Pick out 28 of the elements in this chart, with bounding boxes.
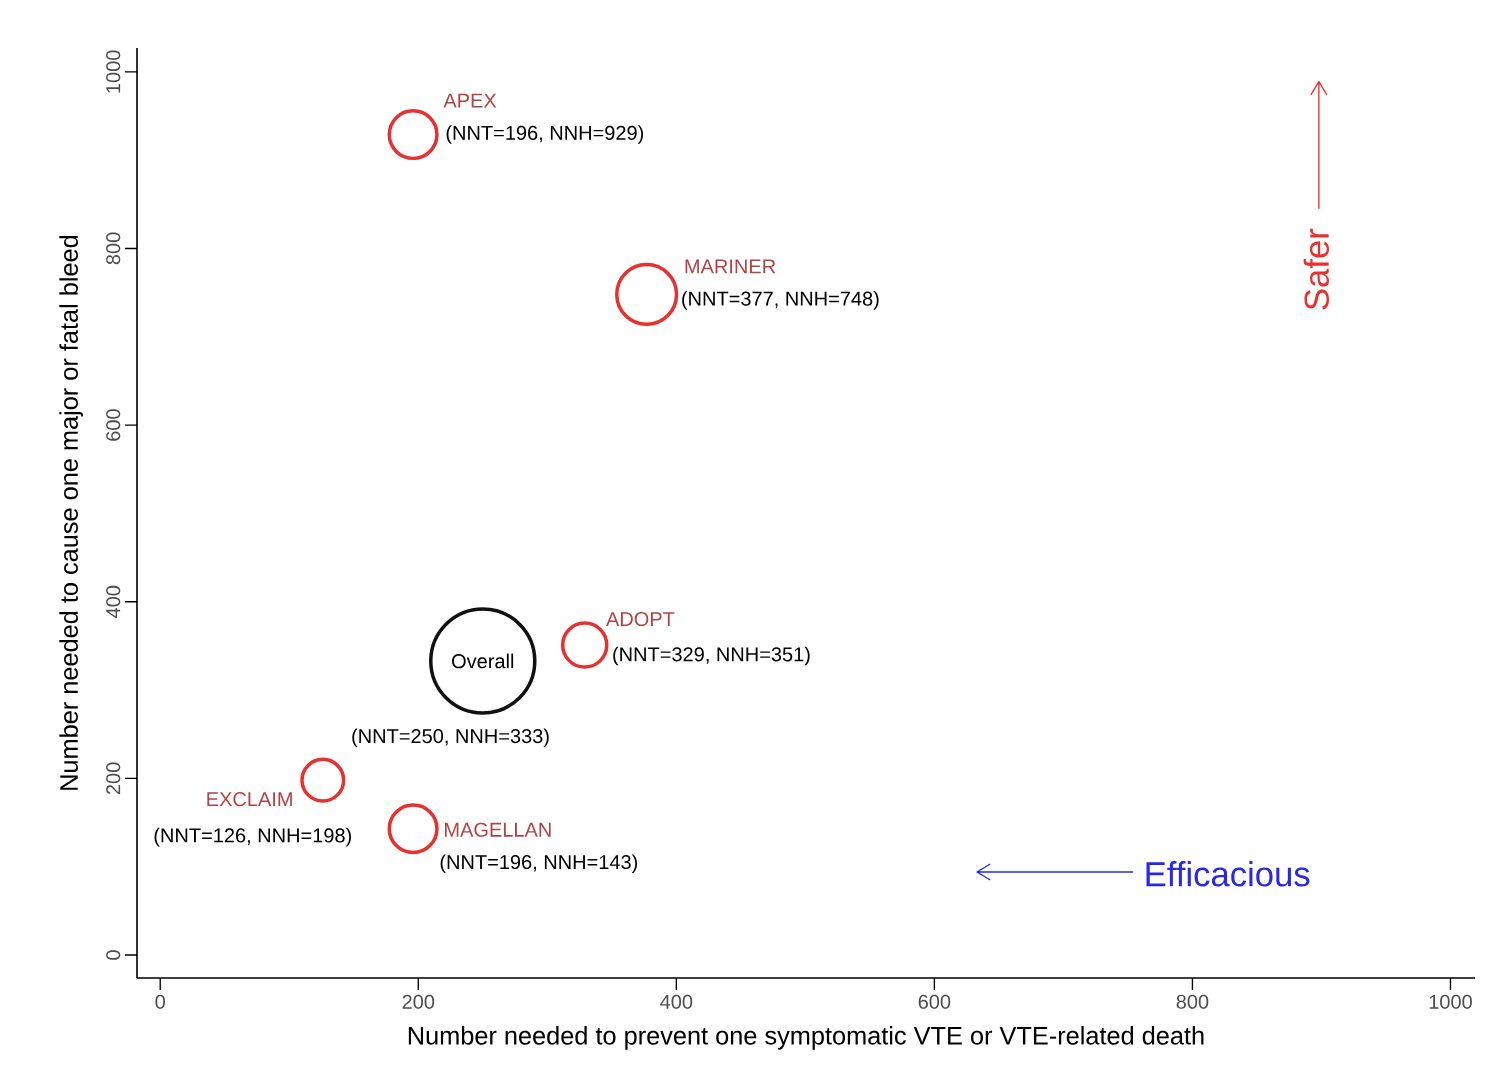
- y-axis-title: Number needed to cause one major or fatal bleed: [59, 235, 83, 790]
- x-tick-label: 400: [660, 994, 693, 1009]
- annotation: EXCLAIM: [207, 792, 292, 807]
- x-tick-label: 600: [918, 994, 951, 1009]
- y-tick-label: 1000: [106, 50, 121, 93]
- y-tick-label: 0: [106, 950, 121, 960]
- x-tick-label: 1000: [1429, 994, 1472, 1009]
- annotation: MAGELLAN: [445, 822, 551, 837]
- annotation: (NNT=329, NNH=351): [613, 646, 810, 666]
- legend-label: Overall: [452, 653, 514, 669]
- annotation: (NNT=196, NNH=143): [440, 854, 638, 874]
- annotation: ADOPT: [606, 611, 675, 627]
- annotation: (NNT=126, NNH=198): [154, 827, 351, 847]
- y-tick-label: 200: [106, 762, 121, 795]
- annotation: MARINER: [685, 259, 776, 274]
- annotation: (NNT=196, NNH=929): [446, 125, 644, 144]
- y-tick-label: 800: [106, 232, 121, 265]
- annotation: (NNT=377, NNH=748): [682, 291, 879, 310]
- x-tick-label: 200: [402, 994, 435, 1009]
- x-axis-title: Number needed to prevent one symptomatic VTE or VTE-related death: [408, 1026, 1204, 1050]
- x-tick-label: 800: [1176, 994, 1209, 1009]
- x-tick-label: 0: [155, 994, 165, 1009]
- y-tick-label: 400: [106, 585, 121, 618]
- annotation: Efficacious: [1146, 861, 1310, 887]
- annotation: APEX: [443, 93, 497, 108]
- annotation: Safer: [1303, 228, 1329, 310]
- y-tick-label: 600: [106, 409, 121, 441]
- annotation: (NNT=250, NNH=333): [352, 728, 549, 748]
